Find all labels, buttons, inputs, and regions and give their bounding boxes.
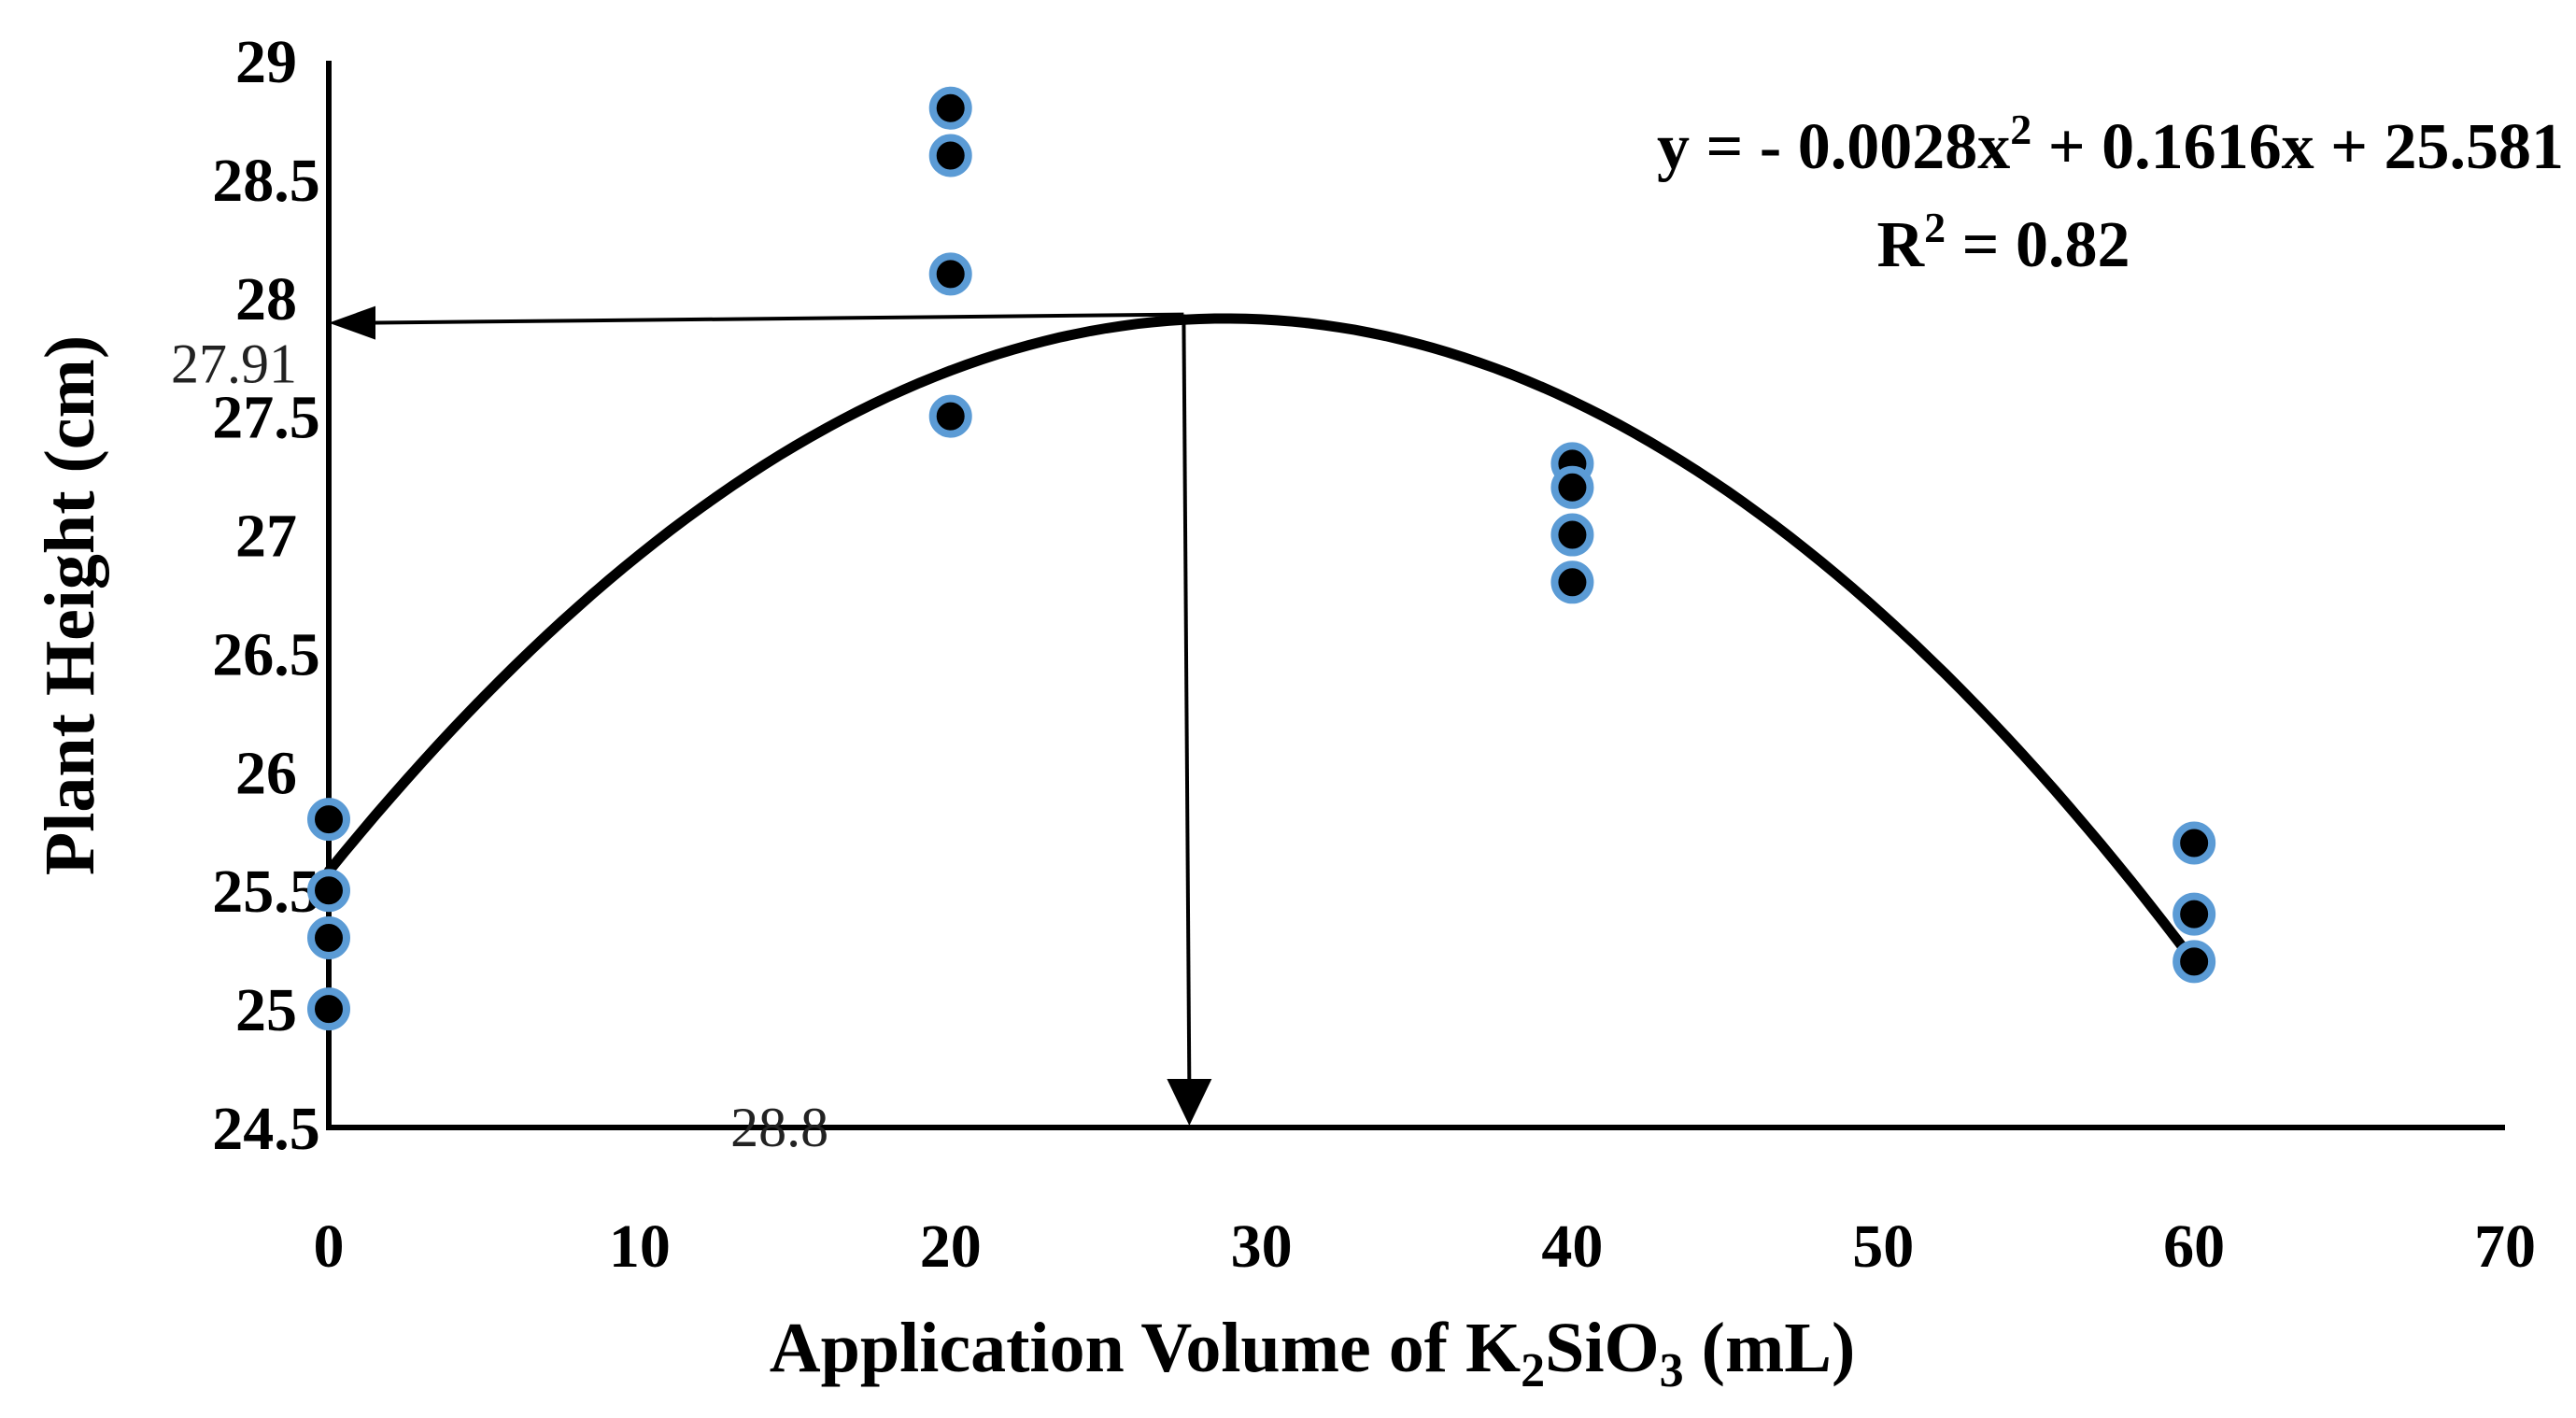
data-point	[2173, 940, 2216, 984]
y-tick-label: 25	[235, 976, 297, 1044]
r2-value: = 0.82	[1946, 209, 2130, 281]
y-axis-title: Plant Height (cm)	[31, 335, 109, 875]
y-tick-label: 28.5	[212, 147, 320, 215]
equation-y-part: y = - 0.0028x	[1657, 111, 2010, 183]
y-tick-label: 27	[235, 503, 297, 571]
x-axis-title: Application Volume of K2SiO3 (mL)	[770, 1309, 1856, 1397]
data-point	[928, 394, 972, 438]
y-tick-label: 26	[235, 739, 297, 807]
data-point	[928, 252, 972, 296]
x-title-sub1: 2	[1521, 1344, 1545, 1397]
data-point	[307, 915, 350, 959]
data-point	[307, 798, 350, 842]
x-tick-label: 30	[1231, 1212, 1293, 1281]
y-tick-label: 24.5	[212, 1095, 320, 1163]
vertical-guide-arrow	[1182, 314, 1192, 1086]
r2-label: R	[1877, 209, 1926, 281]
data-point	[307, 987, 350, 1031]
y-tick-labels: 24.5 25 25.5 26 26.5 27 27.5 28 28.5 29	[212, 28, 320, 1163]
data-points	[307, 86, 2216, 1031]
optimum-y-label: 27.91	[171, 333, 297, 395]
r2-exponent: 2	[1924, 204, 1946, 251]
x-tick-label: 0	[314, 1212, 345, 1281]
x-title-tail: (mL)	[1684, 1309, 1856, 1387]
data-point	[2173, 821, 2216, 865]
equation-rest: + 0.1616x + 25.581	[2031, 111, 2564, 183]
data-point	[307, 869, 350, 913]
x-tick-labels: 0 10 20 30 40 50 60 70	[314, 1212, 2537, 1281]
data-point	[928, 86, 972, 130]
x-title-mid: SiO	[1545, 1309, 1660, 1387]
x-tick-label: 40	[1541, 1212, 1603, 1281]
x-tick-label: 10	[609, 1212, 671, 1281]
horizontal-guide-arrow	[365, 312, 1184, 325]
optimum-guides	[329, 305, 1212, 1126]
polynomial-trendline	[323, 313, 2200, 968]
trendline-equation: y = - 0.0028x2 + 0.1616x + 25.581	[1657, 106, 2564, 183]
y-tick-label: 26.5	[212, 620, 320, 688]
y-tick-label: 29	[235, 28, 297, 96]
x-tick-label: 60	[2163, 1212, 2225, 1281]
optimum-x-label: 28.8	[730, 1097, 828, 1158]
data-point	[2173, 892, 2216, 936]
x-tick-label: 20	[920, 1212, 982, 1281]
data-point	[928, 134, 972, 177]
x-title-sub2: 3	[1660, 1344, 1684, 1397]
x-tick-label: 70	[2474, 1212, 2536, 1281]
y-tick-label: 27.5	[212, 384, 320, 452]
data-point	[1550, 465, 1594, 509]
x-title-main: Application Volume of K	[770, 1309, 1521, 1387]
horizontal-arrowhead-icon	[329, 305, 375, 340]
x-tick-label: 50	[1852, 1212, 1914, 1281]
data-point	[1550, 513, 1594, 557]
data-point	[1550, 560, 1594, 604]
r-squared: R2 = 0.82	[1877, 204, 2130, 281]
vertical-arrowhead-icon	[1167, 1079, 1212, 1126]
equation-exponent: 2	[2010, 106, 2031, 153]
y-tick-label: 25.5	[212, 858, 320, 926]
y-tick-label: 28	[235, 265, 297, 333]
